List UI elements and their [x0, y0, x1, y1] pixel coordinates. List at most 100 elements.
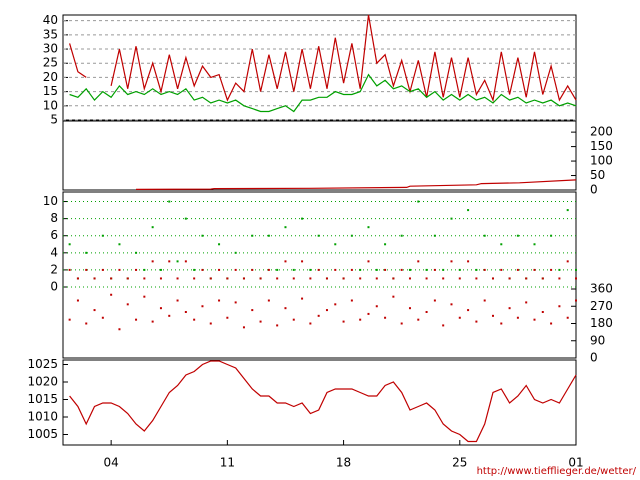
data-point [467, 309, 470, 312]
data-point [101, 268, 104, 271]
data-point [392, 277, 395, 280]
y-tick-label: 50 [590, 168, 605, 182]
data-point [284, 307, 287, 310]
data-point [408, 307, 411, 310]
y-tick-label: 90 [590, 333, 605, 347]
data-point [101, 316, 104, 319]
data-line [69, 360, 577, 443]
y-tick-label: 150 [590, 139, 613, 153]
data-point [193, 268, 196, 271]
data-point [284, 260, 287, 263]
data-point [417, 318, 420, 321]
data-point [159, 268, 162, 271]
data-point [135, 251, 138, 254]
data-point [417, 260, 420, 263]
data-point [342, 277, 345, 280]
data-point [541, 311, 544, 313]
data-point [575, 299, 577, 302]
y-tick-label: 0 [590, 351, 598, 365]
data-point [508, 277, 511, 280]
data-point [442, 277, 445, 280]
data-point [558, 268, 561, 271]
data-point [400, 322, 403, 325]
data-point [267, 234, 270, 237]
data-point [575, 268, 577, 271]
data-point [135, 268, 138, 271]
data-point [392, 295, 395, 298]
data-point [176, 260, 179, 263]
data-point [267, 299, 270, 302]
data-point [425, 311, 428, 313]
data-point [433, 268, 436, 271]
data-point [85, 251, 88, 254]
data-point [168, 200, 171, 203]
data-point [541, 277, 544, 280]
data-point [201, 268, 204, 271]
data-point [334, 268, 337, 271]
data-point [350, 234, 353, 237]
data-point [292, 268, 295, 271]
data-point [193, 277, 196, 280]
data-point [259, 277, 262, 280]
data-point [359, 268, 362, 271]
data-point [550, 268, 553, 271]
data-point [359, 277, 362, 280]
data-line [69, 43, 87, 78]
data-point [566, 316, 569, 319]
data-point [251, 309, 254, 312]
data-point [500, 243, 503, 246]
data-point [93, 309, 96, 312]
y-tick-label: 200 [590, 125, 613, 139]
data-point [516, 268, 519, 271]
data-point [483, 299, 486, 302]
data-point [118, 328, 121, 331]
y-tick-label: 20 [43, 70, 58, 84]
y-tick-label: 1025 [27, 357, 58, 371]
data-point [475, 320, 478, 323]
data-point [184, 311, 187, 313]
data-point [68, 268, 71, 271]
data-point [450, 217, 453, 220]
data-point [566, 209, 569, 212]
data-point [384, 316, 387, 319]
data-point [301, 297, 304, 300]
data-point [159, 307, 162, 310]
data-point [442, 268, 445, 271]
data-point [118, 268, 121, 271]
data-point [201, 305, 204, 308]
data-point [458, 316, 461, 319]
panel-frame [62, 191, 577, 359]
y-tick-label: 6 [50, 228, 58, 242]
data-point [566, 260, 569, 263]
y-tick-label: 0 [590, 183, 598, 197]
data-point [234, 268, 237, 271]
data-point [176, 277, 179, 280]
data-point [151, 260, 154, 263]
data-point [516, 234, 519, 237]
data-line [135, 179, 577, 190]
data-point [359, 318, 362, 321]
data-point [491, 314, 494, 317]
footer-link: http://www.tiefflieger.de/wetter/ [477, 466, 637, 477]
data-point [309, 277, 312, 280]
data-point [234, 251, 237, 254]
data-point [110, 277, 113, 280]
data-point [325, 309, 328, 312]
data-point [118, 243, 121, 246]
y-tick-label: 4 [50, 245, 58, 259]
y-tick-label: 180 [590, 316, 613, 330]
data-point [151, 226, 154, 229]
data-point [467, 209, 470, 212]
data-point [126, 303, 129, 306]
data-point [201, 234, 204, 237]
data-point [458, 268, 461, 271]
data-point [458, 277, 461, 280]
data-point [317, 268, 320, 271]
data-point [292, 277, 295, 280]
data-point [143, 268, 146, 271]
data-point [334, 303, 337, 306]
data-point [135, 318, 138, 321]
data-point [151, 320, 154, 323]
